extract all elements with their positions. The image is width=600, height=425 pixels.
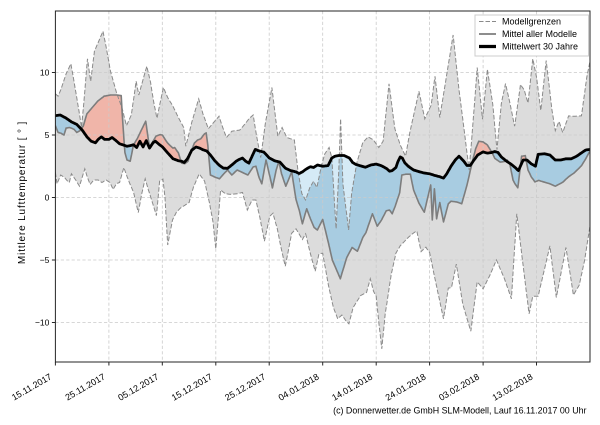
svg-text:(c) Donnerwetter.de GmbH SLM-M: (c) Donnerwetter.de GmbH SLM-Modell, Lau… xyxy=(333,406,586,416)
svg-text:10: 10 xyxy=(40,68,50,78)
svg-text:−10: −10 xyxy=(35,318,50,328)
svg-text:Mittelwert 30 Jahre: Mittelwert 30 Jahre xyxy=(502,42,578,52)
svg-text:−5: −5 xyxy=(40,255,50,265)
svg-text:5: 5 xyxy=(45,130,50,140)
svg-text:Modellgrenzen: Modellgrenzen xyxy=(502,17,561,27)
svg-text:Mittel aller Modelle: Mittel aller Modelle xyxy=(502,29,577,39)
svg-text:Mittlere Lufttemperatur [ ° ]: Mittlere Lufttemperatur [ ° ] xyxy=(17,121,28,264)
svg-text:0: 0 xyxy=(45,193,50,203)
